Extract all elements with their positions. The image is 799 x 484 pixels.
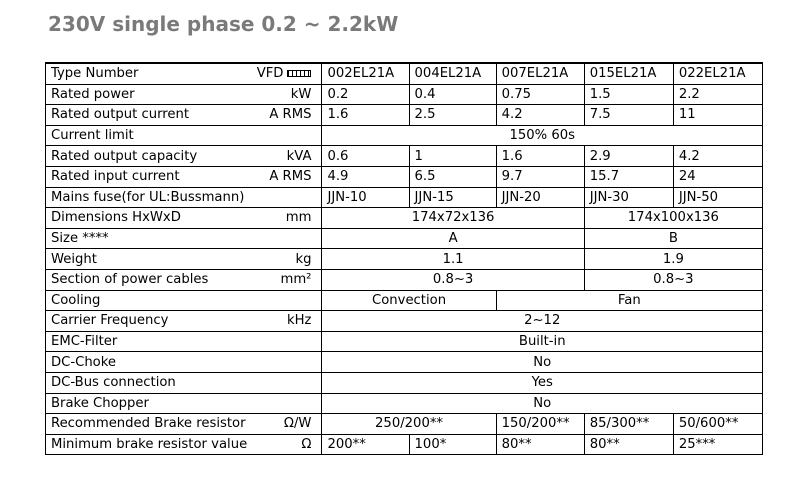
table-cell: 0.75 [495, 83, 585, 106]
table-cell: Fan [495, 289, 764, 312]
table-cell: 1.6 [495, 145, 585, 167]
table-row: Carrier Frequency kHz 2~12 [44, 310, 763, 332]
row-label: Current limit [44, 124, 323, 147]
table-cell: 80** [583, 433, 674, 456]
row-label: Rated output current A RMS [44, 104, 323, 126]
table-cell: 80** [495, 433, 585, 456]
table-cell: 250/200** [321, 413, 497, 435]
row-label: Recommended Brake resistor Ω/W [44, 413, 323, 435]
table-row: Section of power cables mm² 0.8~3 0.8~3 [44, 268, 764, 291]
table-cell: 2.9 [583, 145, 674, 167]
model-header: 022EL21A [672, 61, 764, 85]
table-cell: 4.9 [321, 165, 410, 188]
table-cell: 50/600** [672, 413, 764, 435]
row-label: Rated output capacity kVA [44, 145, 323, 167]
table-cell: 2.2 [672, 83, 764, 106]
table-cell: JJN-30 [583, 186, 674, 209]
table-cell: 150/200** [495, 413, 585, 435]
model-header: 015EL21A [583, 61, 674, 85]
table-cell: 24 [672, 165, 764, 188]
table-cell: 15.7 [583, 165, 674, 188]
row-label: Size **** [44, 227, 323, 250]
table-cell: 0.8~3 [321, 268, 585, 291]
table-cell: 1.1 [321, 248, 585, 270]
model-header: 002EL21A [321, 61, 410, 85]
row-label: Type Number VFD [44, 61, 323, 85]
table-cell: 2~12 [321, 310, 763, 332]
table-cell: No [321, 392, 763, 415]
table-row: Rated input current A RMS 4.9 6.5 9.7 15.… [44, 165, 764, 188]
table-cell: 100* [408, 433, 497, 456]
model-header: 004EL21A [408, 61, 497, 85]
table-row: Cooling Convection Fan [44, 289, 764, 312]
table-row: Rated output current A RMS 1.6 2.5 4.2 7.… [44, 104, 764, 126]
table-cell: 7.5 [583, 104, 674, 126]
table-cell: 4.2 [672, 145, 764, 167]
table-cell: 4.2 [495, 104, 585, 126]
table-cell: JJN-20 [495, 186, 585, 209]
table-row: DC-Choke No [44, 351, 763, 373]
table-cell: JJN-15 [408, 186, 497, 209]
row-label: Rated input current A RMS [44, 165, 323, 188]
row-label: DC-Bus connection [44, 371, 323, 394]
table-row: Weight kg 1.1 1.9 [44, 248, 764, 270]
table-cell: 85/300** [583, 413, 674, 435]
table-cell: 0.4 [408, 83, 497, 106]
row-label: Minimum brake resistor value Ω [44, 433, 323, 456]
table-cell: 6.5 [408, 165, 497, 188]
table-cell: 1.6 [321, 104, 410, 126]
table-cell: B [583, 227, 764, 250]
row-label: Weight kg [44, 248, 323, 270]
row-unit-text: VFD [256, 66, 284, 82]
row-label: EMC-Filter [44, 330, 323, 353]
table-cell: 1.9 [583, 248, 764, 270]
table-cell: Built-in [321, 330, 763, 353]
table-row: DC-Bus connection Yes [44, 371, 763, 394]
table-cell: 0.6 [321, 145, 410, 167]
spec-table: Type Number VFD 002EL21A 004EL21A 007EL2… [44, 61, 764, 456]
row-label: Dimensions HxWxD mm [44, 207, 323, 229]
table-cell: 2.5 [408, 104, 497, 126]
table-cell: 9.7 [495, 165, 585, 188]
table-cell: 25*** [672, 433, 764, 456]
row-label: Brake Chopper [44, 392, 323, 415]
table-row: Mains fuse(for UL:Bussmann) JJN-10 JJN-1… [44, 186, 764, 209]
table-cell: 1.5 [583, 83, 674, 106]
table-row: Minimum brake resistor value Ω 200** 100*… [44, 433, 764, 456]
vfd-model-placeholder-icon [287, 69, 312, 77]
model-header: 007EL21A [495, 61, 585, 85]
row-label-text: Type Number [51, 66, 139, 82]
table-cell: 174x72x136 [321, 207, 585, 229]
row-label: DC-Choke [44, 351, 323, 373]
table-cell: 0.2 [321, 83, 410, 106]
table-cell: 11 [672, 104, 764, 126]
table-cell: 200** [321, 433, 410, 456]
row-label: Cooling [44, 289, 323, 312]
table-cell: 174x100x136 [583, 207, 764, 229]
page-title: 230V single phase 0.2 ~ 2.2kW [48, 12, 399, 36]
table-cell: Convection [321, 289, 497, 312]
table-row-header: Type Number VFD 002EL21A 004EL21A 007EL2… [44, 61, 764, 85]
table-cell: No [321, 351, 763, 373]
table-row: Dimensions HxWxD mm 174x72x136 174x100x13… [44, 207, 764, 229]
table-cell: 150% 60s [321, 124, 763, 147]
table-cell: Yes [321, 371, 763, 394]
table-row: Current limit 150% 60s [44, 124, 763, 147]
table-row: Brake Chopper No [44, 392, 763, 415]
row-label: Mains fuse(for UL:Bussmann) [44, 186, 323, 209]
row-label: Rated power kW [44, 83, 323, 106]
table-cell: A [321, 227, 585, 250]
table-row: EMC-Filter Built-in [44, 330, 763, 353]
row-label: Section of power cables mm² [44, 268, 323, 291]
row-label: Carrier Frequency kHz [44, 310, 323, 332]
table-row: Rated power kW 0.2 0.4 0.75 1.5 2.2 [44, 83, 764, 106]
table-row: Size **** A B [44, 227, 764, 250]
table-cell: 0.8~3 [583, 268, 764, 291]
row-unit: VFD [256, 65, 312, 83]
table-cell: 1 [408, 145, 497, 167]
table-cell: JJN-50 [672, 186, 764, 209]
table-row: Recommended Brake resistor Ω/W 250/200** … [44, 413, 764, 435]
table-row: Rated output capacity kVA 0.6 1 1.6 2.9 4… [44, 145, 764, 167]
table-cell: JJN-10 [321, 186, 410, 209]
